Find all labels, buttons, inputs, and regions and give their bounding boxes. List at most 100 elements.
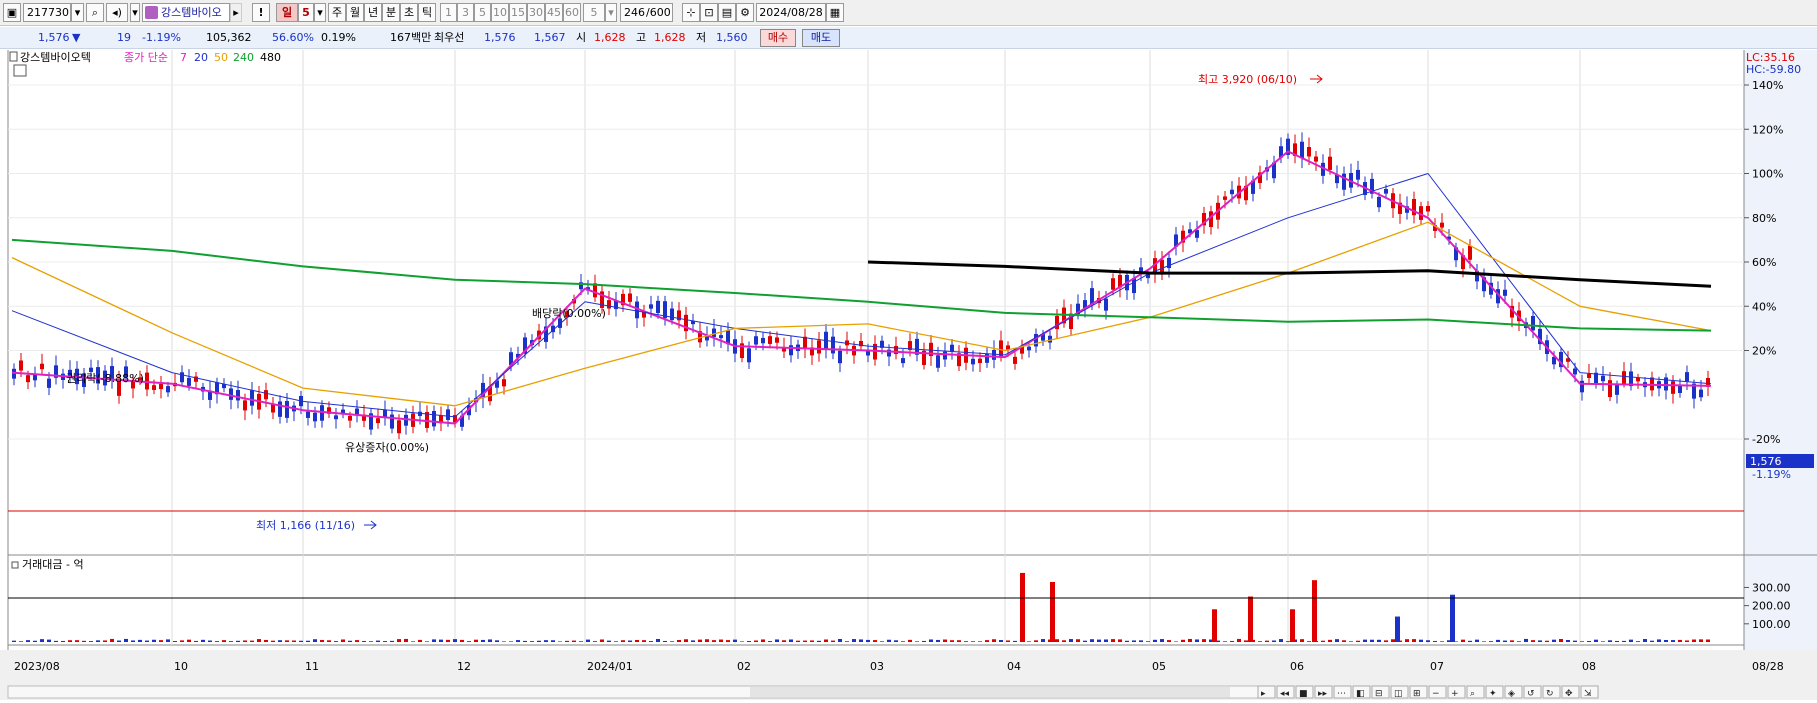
date-input[interactable]: 2024/08/28: [756, 3, 826, 22]
candle-body: [117, 379, 121, 396]
candle-body: [1076, 303, 1080, 314]
candle-body: [810, 347, 814, 356]
period-day-tab[interactable]: 일: [276, 3, 298, 22]
candle-body: [929, 342, 933, 357]
interval-3[interactable]: 3: [457, 3, 474, 22]
volume-bar: [376, 640, 380, 642]
stock-code-input[interactable]: 217730: [23, 3, 71, 22]
table-toggle-icon[interactable]: [13, 64, 27, 77]
price-tag: 1,576: [1750, 455, 1782, 468]
volume-bar: [586, 639, 590, 642]
candle-body: [383, 410, 387, 418]
volume-bar: [537, 640, 541, 642]
volume-bar: [950, 640, 954, 642]
candle-body: [1552, 356, 1556, 365]
volume-bar: [1335, 639, 1339, 642]
volume-spike-bar: [1312, 580, 1317, 642]
volume-bar: [1216, 640, 1220, 642]
volume-bar: [1671, 640, 1675, 642]
interval-5[interactable]: 5: [474, 3, 491, 22]
stock-name-field[interactable]: 강스템바이오: [142, 3, 230, 22]
event-dividend-label: 배당락(0.00%): [532, 307, 606, 320]
y-tick-label: 140%: [1752, 79, 1783, 92]
exclaim-button[interactable]: !: [252, 3, 270, 22]
volume-bar: [1447, 640, 1451, 642]
volume-bar: [761, 639, 765, 642]
zoom-out-icon[interactable]: ⊡: [700, 3, 718, 22]
navigation-buttons[interactable]: ▸ ◂◂ ■ ▸▸ ⋯ ◧ ⊟ ◫ ⊞ − + ⌕ ✦ ◈ ↺ ↻ ✥ ⇲: [1257, 685, 1599, 699]
nav-button-glyph: ■: [1299, 689, 1308, 699]
volume-bar: [1531, 640, 1535, 642]
x-axis-label: 2023/08: [14, 660, 60, 673]
code-dropdown-icon[interactable]: ▾: [71, 3, 84, 22]
nav-button: [1257, 685, 1276, 699]
volume-bar: [250, 640, 254, 642]
volume-bar: [1538, 640, 1542, 642]
tab-month[interactable]: 월: [346, 3, 364, 22]
nav-button: [1466, 685, 1485, 699]
scrollbar-thumb[interactable]: [750, 687, 1230, 697]
volume-bar: [369, 641, 373, 642]
volume-bar: [516, 640, 520, 642]
tab-week[interactable]: 주: [328, 3, 346, 22]
nav-button-glyph: ✥: [1565, 689, 1573, 699]
save-icon[interactable]: ▤: [718, 3, 736, 22]
volume-bar: [1118, 639, 1122, 642]
window-icon[interactable]: ▣: [3, 3, 21, 22]
period-value[interactable]: 5: [298, 3, 314, 22]
interval-30[interactable]: 30: [527, 3, 545, 22]
tab-second[interactable]: 초: [400, 3, 418, 22]
volume-bar: [110, 638, 114, 642]
interval-1[interactable]: 1: [440, 3, 457, 22]
zoom-in-icon[interactable]: ⊹: [682, 3, 700, 22]
candle-body: [1706, 377, 1710, 387]
volume-bar: [390, 640, 394, 642]
candle-body: [516, 353, 520, 358]
y-tick-label: 40%: [1752, 300, 1776, 313]
interval-45[interactable]: 45: [545, 3, 563, 22]
search-icon[interactable]: ⌕: [86, 3, 104, 22]
period-dropdown-icon[interactable]: ▾: [314, 3, 326, 22]
candle-body: [313, 412, 317, 422]
candle-body: [558, 318, 562, 328]
candle-body: [768, 336, 772, 344]
count-input[interactable]: 246: [620, 3, 646, 22]
buy-button[interactable]: 매수: [760, 29, 796, 47]
speaker-icon[interactable]: ◂): [106, 3, 128, 22]
volume-bar: [411, 641, 415, 642]
gear-icon[interactable]: ⚙: [736, 3, 754, 22]
volume-bar: [1685, 640, 1689, 642]
candle-body: [1104, 298, 1108, 311]
volume-bar: [152, 639, 156, 642]
tab-year[interactable]: 년: [364, 3, 382, 22]
calendar-icon[interactable]: ▦: [826, 3, 844, 22]
interval-dropdown-icon[interactable]: ▾: [605, 3, 617, 22]
volume-bar: [1349, 641, 1353, 642]
interval-60[interactable]: 60: [563, 3, 581, 22]
volume-bar: [1412, 639, 1416, 642]
volume-bar: [1279, 639, 1283, 642]
nav-button: [1428, 685, 1447, 699]
volume-bar: [908, 639, 912, 642]
y-tick-label: 60%: [1752, 256, 1776, 269]
volume-bar: [621, 640, 625, 642]
low-marker-arrow-icon: [364, 520, 377, 530]
candle-body: [894, 346, 898, 355]
interval-10[interactable]: 10: [491, 3, 509, 22]
volume-bar: [1125, 640, 1129, 642]
sell-button[interactable]: 매도: [802, 29, 840, 47]
candle-body: [334, 415, 338, 420]
volume-bar: [243, 640, 247, 642]
volume-bar: [1468, 640, 1472, 642]
interval-15[interactable]: 15: [509, 3, 527, 22]
speaker-dropdown-icon[interactable]: ▾: [130, 3, 140, 22]
stock-chart[interactable]: 강스템바이오텍 종가 단순 7 20 50 240 480 LC:35.16 H…: [0, 50, 1817, 700]
candle-body: [1055, 315, 1059, 330]
interval-value[interactable]: 5: [583, 3, 605, 22]
open-price: 1,628: [594, 31, 626, 44]
y-tick-label: 20%: [1752, 345, 1776, 358]
volume-bar: [992, 639, 996, 642]
chart-area[interactable]: 강스템바이오텍 종가 단순 7 20 50 240 480 LC:35.16 H…: [0, 50, 1817, 700]
tab-minute[interactable]: 분: [382, 3, 400, 22]
tab-tick[interactable]: 틱: [418, 3, 436, 22]
